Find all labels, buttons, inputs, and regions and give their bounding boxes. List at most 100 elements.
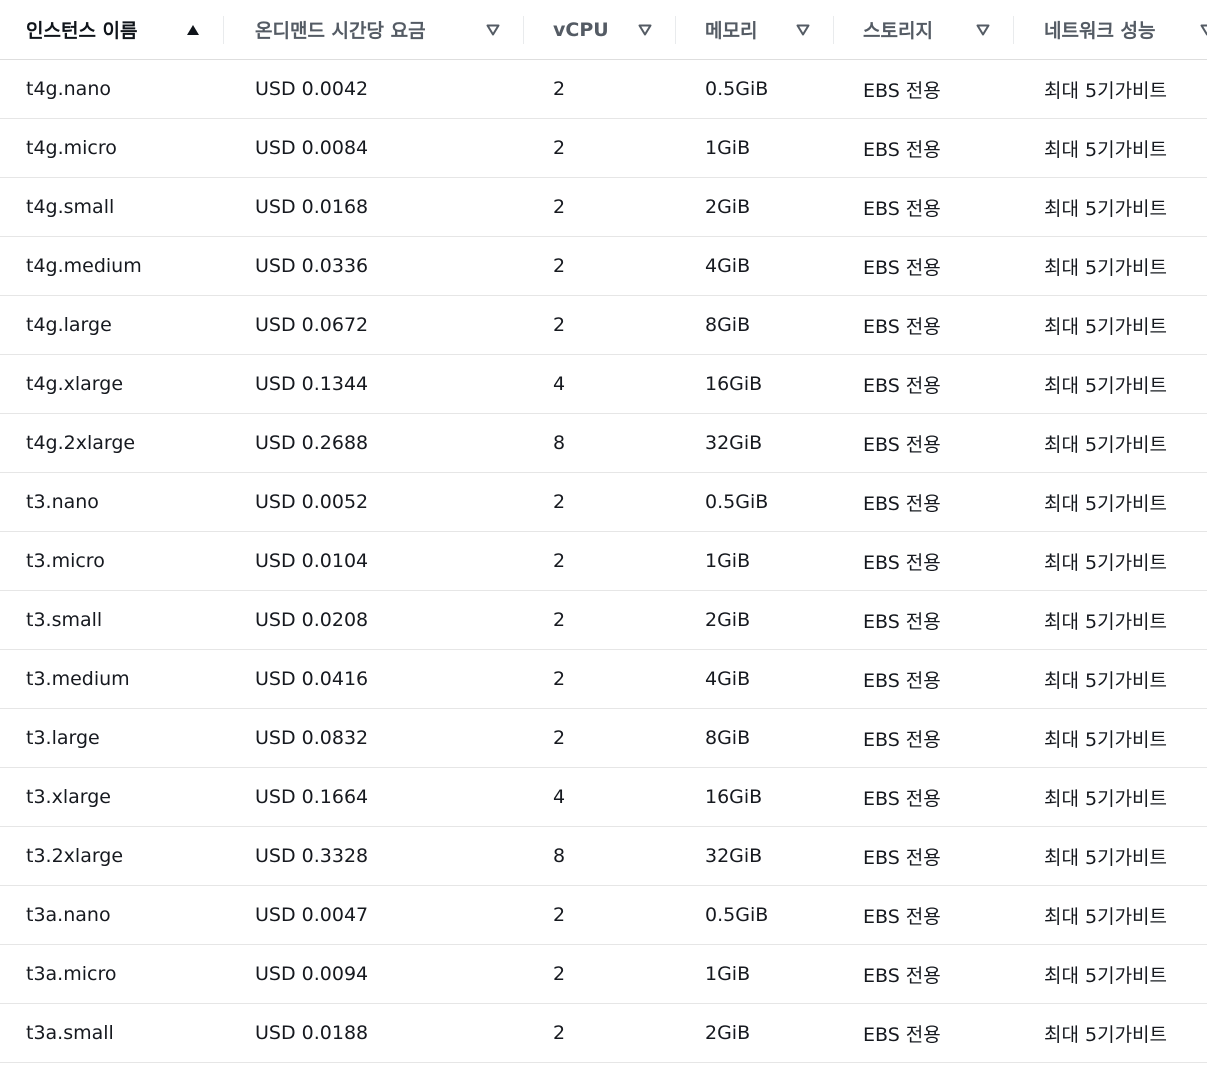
- instance-name-cell: t4g.medium: [26, 255, 142, 277]
- storage-cell: EBS 전용: [863, 905, 941, 928]
- memory-cell: 1GiB: [705, 137, 751, 159]
- instance-name-cell: t3a.small: [26, 1022, 114, 1044]
- sort-descending-icon[interactable]: [638, 23, 652, 37]
- sort-descending-icon[interactable]: [976, 23, 990, 37]
- memory-cell: 0.5GiB: [705, 78, 769, 100]
- column-header-network-performance[interactable]: 네트워크 성능: [1014, 0, 1207, 59]
- column-header-label: 네트워크 성능: [1044, 20, 1156, 42]
- storage-cell: EBS 전용: [863, 964, 941, 987]
- instance-name-cell: t4g.2xlarge: [26, 432, 136, 454]
- storage-cell: EBS 전용: [863, 787, 941, 810]
- table-row[interactable]: t3.micro USD 0.0104 2 1GiB EBS 전용 최대 5기가비트: [0, 532, 1207, 591]
- network-performance-cell: 최대 5기가비트: [1044, 610, 1168, 633]
- vcpu-cell: 2: [553, 550, 566, 572]
- table-row[interactable]: t3a.micro USD 0.0094 2 1GiB EBS 전용 최대 5기가비트: [0, 945, 1207, 1004]
- network-performance-cell: 최대 5기가비트: [1044, 79, 1168, 102]
- table-row[interactable]: t3.small USD 0.0208 2 2GiB EBS 전용 최대 5기가비트: [0, 591, 1207, 650]
- hourly-price-cell: USD 0.2688: [255, 432, 369, 454]
- hourly-price-cell: USD 0.0094: [255, 963, 369, 985]
- column-header-on-demand-hourly-price[interactable]: 온디맨드 시간당 요금: [224, 0, 524, 59]
- table-body: t4g.nano USD 0.0042 2 0.5GiB EBS 전용 최대 5기가비트 t…: [0, 60, 1207, 1063]
- column-header-label: 스토리지: [863, 20, 933, 42]
- vcpu-cell: 2: [553, 727, 566, 749]
- column-header-label: vCPU: [553, 18, 609, 41]
- instance-name-cell: t4g.large: [26, 314, 112, 336]
- instance-name-cell: t3.micro: [26, 550, 105, 572]
- instance-name-cell: t3a.nano: [26, 904, 111, 926]
- hourly-price-cell: USD 0.1344: [255, 373, 369, 395]
- instance-name-cell: t3a.micro: [26, 963, 117, 985]
- network-performance-cell: 최대 5기가비트: [1044, 138, 1168, 161]
- table-row[interactable]: t4g.large USD 0.0672 2 8GiB EBS 전용 최대 5기가비트: [0, 296, 1207, 355]
- sort-ascending-icon[interactable]: [186, 23, 200, 37]
- memory-cell: 2GiB: [705, 1022, 751, 1044]
- hourly-price-cell: USD 0.0188: [255, 1022, 369, 1044]
- network-performance-cell: 최대 5기가비트: [1044, 374, 1168, 397]
- column-header-label: 온디맨드 시간당 요금: [255, 20, 426, 42]
- storage-cell: EBS 전용: [863, 1023, 941, 1046]
- column-header-memory[interactable]: 메모리: [676, 0, 834, 59]
- network-performance-cell: 최대 5기가비트: [1044, 256, 1168, 279]
- vcpu-cell: 2: [553, 963, 566, 985]
- storage-cell: EBS 전용: [863, 433, 941, 456]
- instance-name-cell: t3.xlarge: [26, 786, 111, 808]
- table-row[interactable]: t3.nano USD 0.0052 2 0.5GiB EBS 전용 최대 5기가비트: [0, 473, 1207, 532]
- instance-name-cell: t3.small: [26, 609, 103, 631]
- column-header-vcpu[interactable]: vCPU: [524, 0, 676, 59]
- sort-descending-icon[interactable]: [486, 23, 500, 37]
- vcpu-cell: 2: [553, 78, 566, 100]
- column-divider[interactable]: [675, 16, 676, 44]
- hourly-price-cell: USD 0.0042: [255, 78, 369, 100]
- storage-cell: EBS 전용: [863, 846, 941, 869]
- column-header-label: 메모리: [705, 20, 758, 42]
- vcpu-cell: 2: [553, 609, 566, 631]
- column-divider[interactable]: [223, 16, 224, 44]
- storage-cell: EBS 전용: [863, 256, 941, 279]
- table-row[interactable]: t4g.small USD 0.0168 2 2GiB EBS 전용 최대 5기가비트: [0, 178, 1207, 237]
- table-row[interactable]: t4g.medium USD 0.0336 2 4GiB EBS 전용 최대 5기가비트: [0, 237, 1207, 296]
- storage-cell: EBS 전용: [863, 551, 941, 574]
- instance-name-cell: t3.nano: [26, 491, 99, 513]
- hourly-price-cell: USD 0.0416: [255, 668, 369, 690]
- sort-descending-icon[interactable]: [796, 23, 810, 37]
- table-row[interactable]: t3.large USD 0.0832 2 8GiB EBS 전용 최대 5기가비트: [0, 709, 1207, 768]
- table-row[interactable]: t4g.xlarge USD 0.1344 4 16GiB EBS 전용 최대 5기가비트: [0, 355, 1207, 414]
- vcpu-cell: 2: [553, 904, 566, 926]
- hourly-price-cell: USD 0.0336: [255, 255, 369, 277]
- column-header-label: 인스턴스 이름: [26, 20, 138, 42]
- table-row[interactable]: t3.medium USD 0.0416 2 4GiB EBS 전용 최대 5기가비트: [0, 650, 1207, 709]
- vcpu-cell: 4: [553, 786, 566, 808]
- storage-cell: EBS 전용: [863, 492, 941, 515]
- table-row[interactable]: t3.xlarge USD 0.1664 4 16GiB EBS 전용 최대 5기가비트: [0, 768, 1207, 827]
- sort-descending-icon[interactable]: [1200, 23, 1207, 37]
- column-divider[interactable]: [833, 16, 834, 44]
- column-header-storage[interactable]: 스토리지: [834, 0, 1014, 59]
- table-row[interactable]: t3a.small USD 0.0188 2 2GiB EBS 전용 최대 5기가비트: [0, 1004, 1207, 1063]
- network-performance-cell: 최대 5기가비트: [1044, 315, 1168, 338]
- storage-cell: EBS 전용: [863, 79, 941, 102]
- memory-cell: 0.5GiB: [705, 491, 769, 513]
- storage-cell: EBS 전용: [863, 728, 941, 751]
- column-divider[interactable]: [523, 16, 524, 44]
- table-row[interactable]: t3a.nano USD 0.0047 2 0.5GiB EBS 전용 최대 5기가비트: [0, 886, 1207, 945]
- table-row[interactable]: t3.2xlarge USD 0.3328 8 32GiB EBS 전용 최대 5기가비트: [0, 827, 1207, 886]
- network-performance-cell: 최대 5기가비트: [1044, 846, 1168, 869]
- vcpu-cell: 8: [553, 845, 566, 867]
- hourly-price-cell: USD 0.0047: [255, 904, 369, 926]
- memory-cell: 32GiB: [705, 432, 763, 454]
- table-row[interactable]: t4g.2xlarge USD 0.2688 8 32GiB EBS 전용 최대 5기가비…: [0, 414, 1207, 473]
- column-header-instance-name[interactable]: 인스턴스 이름: [0, 0, 224, 59]
- vcpu-cell: 4: [553, 373, 566, 395]
- network-performance-cell: 최대 5기가비트: [1044, 492, 1168, 515]
- memory-cell: 2GiB: [705, 196, 751, 218]
- table-row[interactable]: t4g.nano USD 0.0042 2 0.5GiB EBS 전용 최대 5기가비트: [0, 60, 1207, 119]
- column-divider[interactable]: [1013, 16, 1014, 44]
- vcpu-cell: 2: [553, 255, 566, 277]
- vcpu-cell: 8: [553, 432, 566, 454]
- network-performance-cell: 최대 5기가비트: [1044, 905, 1168, 928]
- table-row[interactable]: t4g.micro USD 0.0084 2 1GiB EBS 전용 최대 5기가비트: [0, 119, 1207, 178]
- instance-name-cell: t3.2xlarge: [26, 845, 124, 867]
- storage-cell: EBS 전용: [863, 197, 941, 220]
- vcpu-cell: 2: [553, 668, 566, 690]
- memory-cell: 0.5GiB: [705, 904, 769, 926]
